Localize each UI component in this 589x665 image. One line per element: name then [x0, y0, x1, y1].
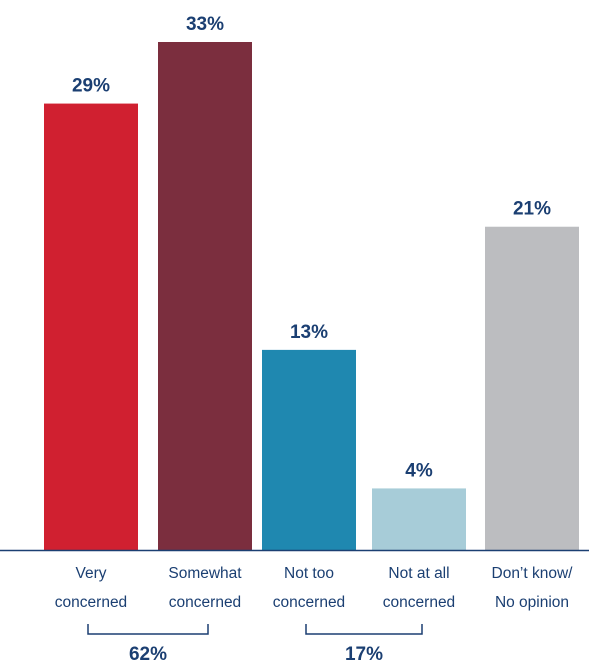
- category-label-2-line-2: concerned: [169, 594, 241, 611]
- value-label-4: 4%: [405, 460, 433, 481]
- category-label-4-line-1: Not at all: [388, 565, 449, 582]
- group-total-label-1: 62%: [129, 644, 167, 665]
- group-total-label-2: 17%: [345, 644, 383, 665]
- category-label-1-line-2: concerned: [55, 594, 127, 611]
- bar-2: [158, 42, 252, 550]
- bar-1: [44, 103, 138, 551]
- value-label-3: 13%: [290, 322, 328, 343]
- category-label-5-line-1: Don’t know/: [492, 565, 574, 582]
- bar-4: [372, 488, 466, 550]
- bar-3: [262, 349, 356, 550]
- category-label-4-line-2: concerned: [383, 594, 455, 611]
- category-label-3-line-2: concerned: [273, 594, 345, 611]
- category-label-3-line-1: Not too: [284, 565, 334, 582]
- value-label-5: 21%: [513, 199, 551, 220]
- group-bracket-2: [305, 624, 423, 635]
- value-label-1: 29%: [72, 76, 110, 97]
- group-bracket-1: [87, 624, 209, 635]
- category-label-5-line-2: No opinion: [495, 594, 569, 611]
- bar-5: [485, 226, 579, 550]
- value-label-2: 33%: [186, 14, 224, 35]
- category-label-2-line-1: Somewhat: [168, 565, 242, 582]
- category-label-1-line-1: Very: [75, 565, 106, 582]
